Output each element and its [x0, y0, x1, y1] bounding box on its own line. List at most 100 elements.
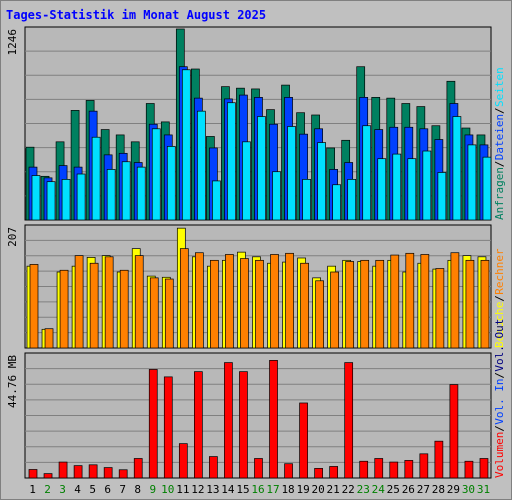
bottom-bar-volumen [58, 461, 68, 479]
right-label-separator: / [493, 161, 506, 168]
middle-bar-rechner [300, 262, 309, 349]
top-bar-seiten [227, 102, 236, 221]
middle-bar-rechner [29, 264, 39, 349]
day-label: 31 [477, 483, 490, 496]
middle-bar-rechner [315, 280, 324, 349]
day-label: 22 [342, 483, 355, 496]
day-label: 5 [89, 483, 96, 496]
day-label: 18 [281, 483, 294, 496]
top-bar-seiten [332, 184, 341, 221]
bottom-bar-volumen [284, 463, 293, 479]
day-label: 15 [236, 483, 249, 496]
middle-bar-rechner [119, 269, 129, 349]
chart-title: Tages-Statistik im Monat August 2025 [6, 8, 266, 22]
bottom-bar-volumen [464, 460, 474, 479]
day-label: 30 [462, 483, 475, 496]
top-bar-seiten [76, 173, 86, 221]
day-label: 2 [44, 483, 51, 496]
top-bar-seiten [197, 110, 206, 221]
middle-bar-rechner [480, 259, 490, 349]
middle-bar-rechner [360, 259, 370, 349]
day-label: 3 [59, 483, 66, 496]
day-label: 21 [327, 483, 340, 496]
top-bar-seiten [392, 153, 402, 221]
bottom-bar-volumen [314, 468, 323, 479]
day-label: 11 [176, 483, 189, 496]
bottom-bar-volumen [329, 466, 338, 479]
bottom-bar-volumen [88, 464, 98, 479]
middle-bar-rechner [435, 268, 445, 349]
bottom-max-label: 44.76 MB [6, 355, 19, 408]
bottom-bar-volumen [479, 458, 489, 479]
top-bar-seiten [257, 116, 266, 221]
day-label: 4 [74, 483, 81, 496]
bottom-bar-volumen [194, 371, 203, 479]
day-label: 12 [191, 483, 204, 496]
day-label: 28 [432, 483, 445, 496]
right-label-dateien: Dateien [493, 114, 506, 160]
bottom-bar-volumen [224, 362, 233, 479]
top-bar-seiten [212, 180, 221, 221]
bottom-panel: 44.76 MB [6, 352, 492, 479]
top-bar-seiten [347, 179, 357, 221]
right-label-vol-in: Vol. In [493, 378, 506, 424]
day-label: 8 [134, 483, 141, 496]
top-bar-seiten [377, 158, 387, 221]
top-bar-seiten [362, 125, 372, 221]
bottom-bar-volumen [299, 402, 308, 479]
bottom-bar-volumen [163, 376, 173, 479]
middle-bar-rechner [240, 258, 249, 349]
middle-bar-rechner [104, 256, 114, 349]
right-label-separator: / [493, 425, 506, 432]
day-label: 14 [221, 483, 235, 496]
bottom-bar-volumen [374, 458, 384, 479]
top-bar-seiten [467, 144, 477, 221]
day-label: 13 [206, 483, 219, 496]
top-bar-seiten [91, 136, 101, 221]
top-panel: 1246 [6, 26, 492, 221]
right-label-seiten: Seiten [493, 67, 506, 107]
bottom-bar-volumen [404, 460, 414, 479]
middle-panel: 207 [6, 224, 492, 349]
day-label: 6 [104, 483, 111, 496]
bottom-bar-volumen [133, 458, 143, 479]
right-label-separator: / [493, 107, 506, 114]
middle-bar-rechner [405, 252, 415, 349]
middle-bar-rechner [375, 259, 385, 349]
top-bar-seiten [317, 142, 326, 221]
right-label-besuche: Besuche [493, 302, 506, 348]
bottom-bar-volumen [178, 443, 188, 479]
top-bar-seiten [181, 69, 191, 221]
day-label: 1 [29, 483, 36, 496]
bottom-bar-volumen [239, 371, 248, 479]
right-label-volumen: Volumen [493, 432, 506, 478]
day-label: 24 [372, 483, 386, 496]
bottom-bar-volumen [118, 469, 128, 479]
right-label-anfragen: Anfragen [493, 167, 506, 220]
day-label: 26 [402, 483, 415, 496]
top-bar-seiten [422, 150, 432, 221]
middle-bar-rechner [390, 254, 400, 349]
middle-bar-rechner [164, 278, 174, 349]
bottom-bar-volumen [434, 440, 444, 479]
middle-bar-rechner [345, 261, 355, 349]
top-bar-seiten [302, 179, 311, 221]
bottom-bar-volumen [103, 467, 113, 479]
bottom-bar-volumen [419, 453, 429, 479]
day-label: 16 [251, 483, 264, 496]
top-bar-seiten [61, 179, 71, 221]
middle-bar-rechner [270, 254, 279, 349]
top-bar-seiten [407, 158, 417, 221]
day-label: 17 [266, 483, 279, 496]
top-bar-seiten [31, 175, 41, 221]
day-label: 25 [387, 483, 400, 496]
day-label: 9 [149, 483, 156, 496]
top-max-label: 1246 [6, 29, 19, 56]
top-bar-seiten [482, 156, 492, 221]
middle-bar-rechner [89, 262, 99, 349]
day-label: 10 [161, 483, 174, 496]
middle-bar-rechner [179, 248, 189, 349]
top-bar-seiten [242, 141, 251, 221]
